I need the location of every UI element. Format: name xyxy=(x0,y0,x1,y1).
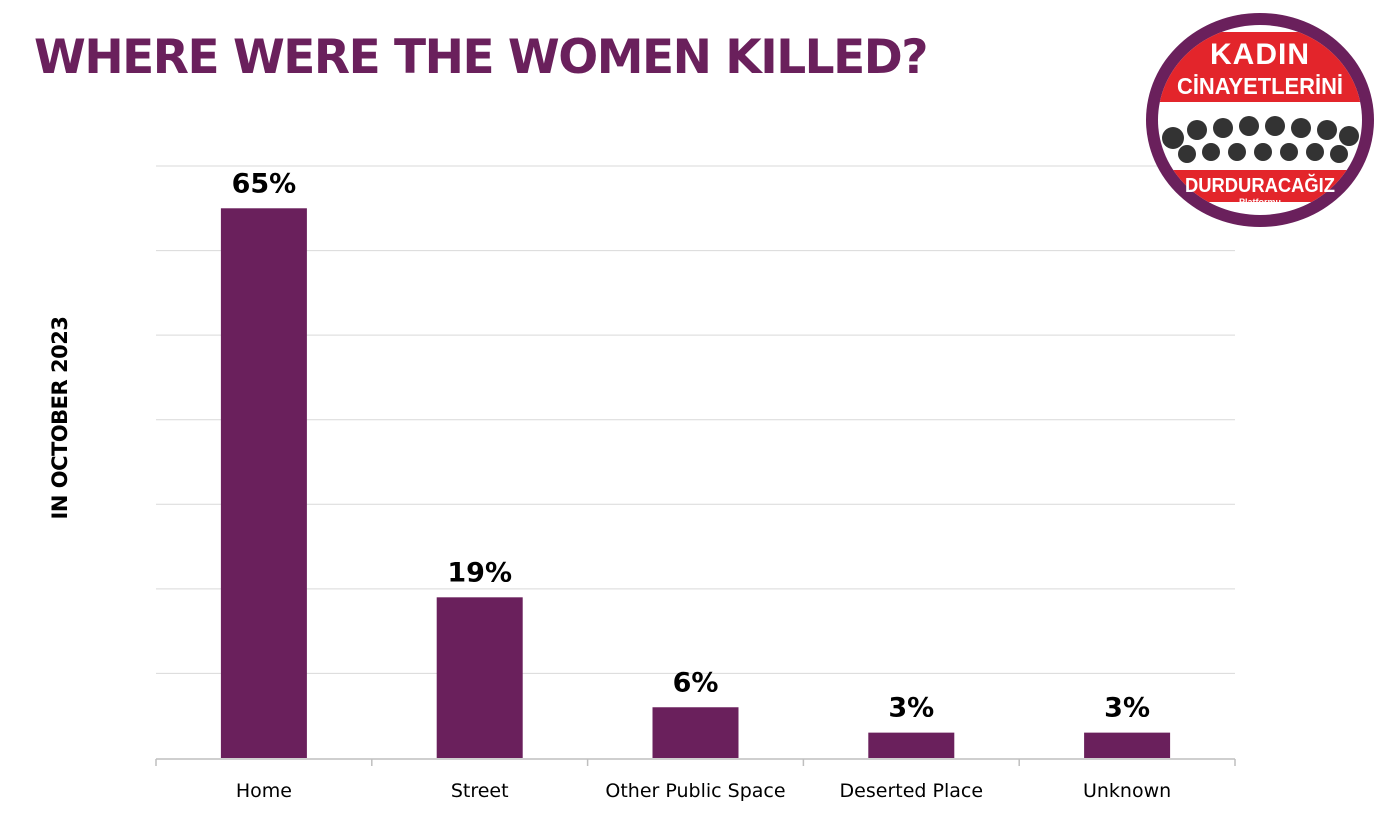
x-tick-label: Deserted Place xyxy=(840,780,983,802)
data-label: 19% xyxy=(447,557,512,588)
bars xyxy=(220,208,1171,759)
bar xyxy=(436,597,523,758)
logo-line-3: DURDURACAĞIZ xyxy=(1185,173,1335,197)
data-label: 3% xyxy=(1104,693,1150,724)
data-label: 6% xyxy=(673,667,719,698)
logo-line-4: Platformu xyxy=(1239,197,1281,207)
data-labels: 65% 19% 6% 3% 3% xyxy=(232,168,1150,723)
bar xyxy=(652,707,739,758)
faces-illustration xyxy=(1162,116,1359,163)
bar xyxy=(1084,732,1171,758)
logo-line-1: KADIN xyxy=(1210,38,1310,71)
gridlines xyxy=(156,165,1235,674)
data-label: 3% xyxy=(888,693,934,724)
logo-line-2: CİNAYETLERİNİ xyxy=(1177,73,1343,99)
x-tick-label: Unknown xyxy=(1083,780,1171,802)
x-tick-label: Street xyxy=(451,780,509,802)
data-label: 65% xyxy=(232,168,297,199)
bar xyxy=(220,208,307,759)
x-axis: Home Street Other Public Space Deserted Pla… xyxy=(155,758,1236,802)
x-tick-label: Home xyxy=(236,780,292,802)
page-title: WHERE WERE THE WOMEN KILLED? xyxy=(34,30,928,85)
x-tick-label: Other Public Space xyxy=(605,780,785,802)
platform-logo: KADIN CİNAYETLERİNİ DURDURACAĞIZ Platfor… xyxy=(1146,13,1374,227)
bar xyxy=(868,732,955,758)
